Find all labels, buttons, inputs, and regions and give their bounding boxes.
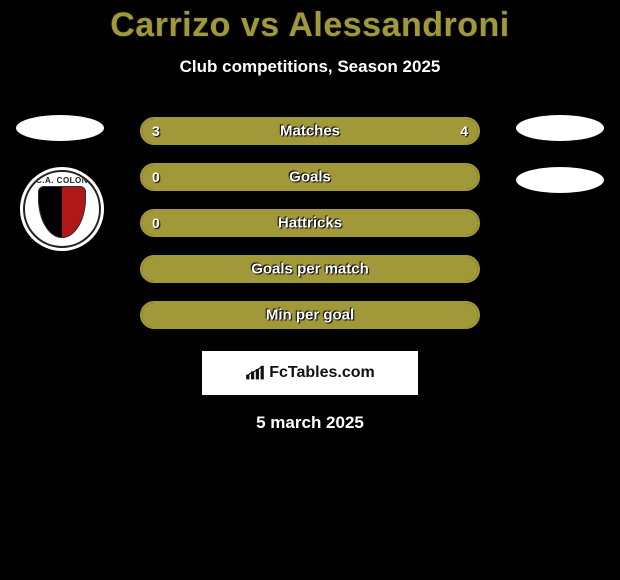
- bar-value-left: 3: [152, 123, 160, 139]
- bar-value-left: 0: [152, 215, 160, 231]
- bar-fill-left: [142, 165, 478, 189]
- right-player-avatar: [516, 115, 604, 141]
- left-team-badge-text: C.A. COLON: [25, 176, 99, 185]
- left-player-avatar: [16, 115, 104, 141]
- bars-icon: [245, 365, 265, 381]
- title-left-player: Carrizo: [110, 6, 231, 44]
- shield-right-half: [62, 186, 86, 238]
- site-attribution-text: FcTables.com: [269, 364, 375, 382]
- bar-fill-left: [142, 303, 478, 327]
- bar-row: Matches34: [140, 117, 480, 145]
- bar-value-left: 0: [152, 169, 160, 185]
- comparison-bars: Matches34Goals0Hattricks0Goals per match…: [140, 117, 480, 329]
- bar-fill-left: [142, 257, 478, 281]
- bar-row: Goals per match: [140, 255, 480, 283]
- site-attribution: FcTables.com: [202, 351, 418, 395]
- bar-fill-left: [142, 119, 276, 143]
- bar-row: Goals0: [140, 163, 480, 191]
- bar-row: Min per goal: [140, 301, 480, 329]
- bar-value-right: 4: [460, 123, 468, 139]
- right-team-badge: [516, 167, 604, 193]
- title-right-player: Alessandroni: [288, 6, 509, 44]
- title-vs: vs: [241, 6, 280, 44]
- bar-fill-left: [142, 211, 478, 235]
- bar-fill-right: [276, 119, 478, 143]
- shield-icon: [38, 186, 86, 238]
- shield-left-half: [38, 186, 62, 238]
- bar-row: Hattricks0: [140, 209, 480, 237]
- page-title: Carrizo vs Alessandroni: [0, 0, 620, 45]
- subtitle: Club competitions, Season 2025: [0, 57, 620, 77]
- left-team-badge: C.A. COLON: [20, 167, 104, 251]
- chart-area: C.A. COLON Matches34Goals0Hattricks0Goal…: [0, 117, 620, 329]
- date-text: 5 march 2025: [0, 413, 620, 433]
